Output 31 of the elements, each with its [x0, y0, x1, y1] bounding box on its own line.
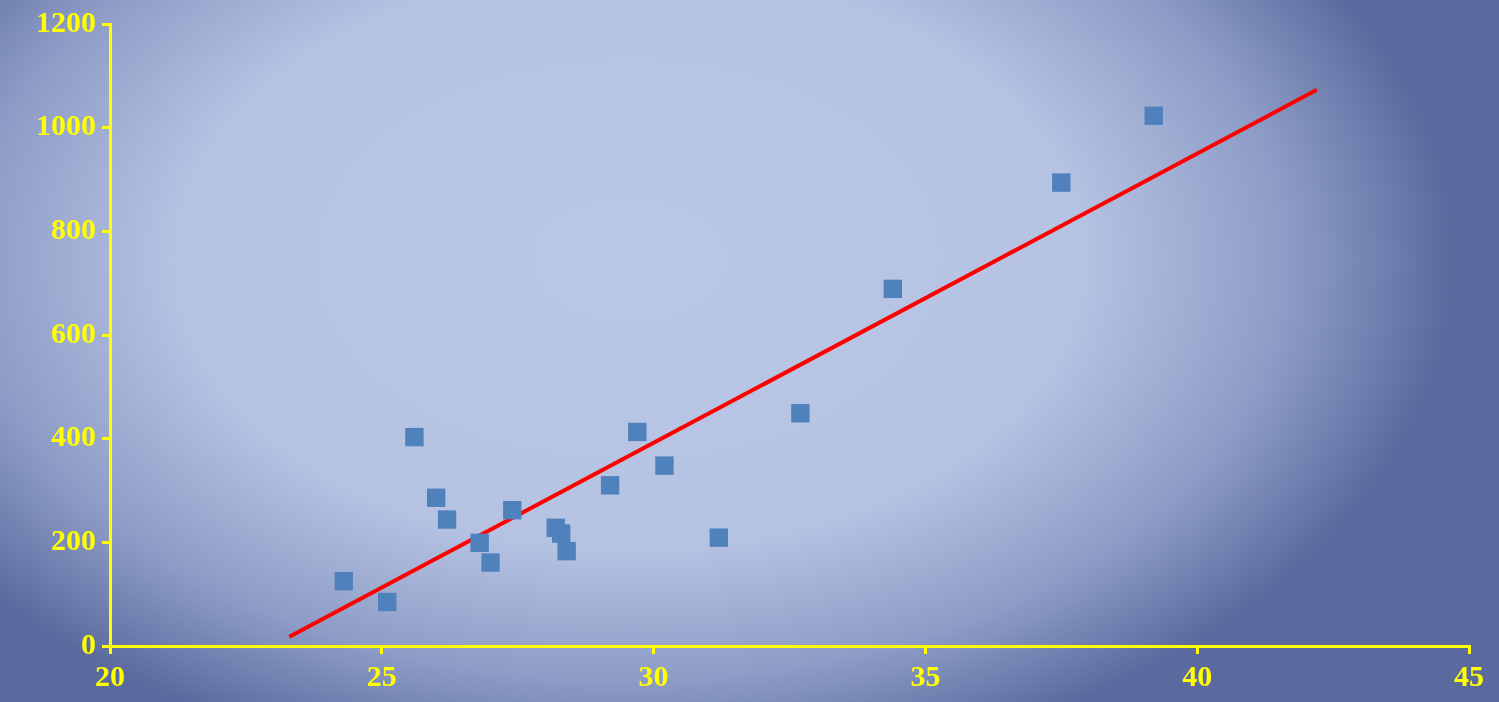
point: [628, 422, 647, 442]
point: [552, 524, 571, 543]
y-tick-label: 800: [51, 212, 96, 246]
x-tick-label: 20: [95, 658, 125, 692]
point: [1052, 173, 1071, 192]
point: [437, 510, 457, 529]
point: [655, 456, 674, 475]
point: [883, 279, 902, 299]
point: [470, 533, 489, 553]
y-tick-label: 1000: [36, 108, 96, 142]
point: [557, 541, 576, 561]
x-tick-label: 40: [1182, 658, 1213, 692]
point: [378, 592, 397, 612]
point: [709, 528, 729, 547]
point: [405, 427, 424, 447]
point: [481, 553, 500, 572]
point: [791, 404, 810, 423]
point: [503, 501, 522, 520]
y-tick-label: 0: [81, 626, 96, 660]
point: [600, 476, 620, 495]
point: [1144, 106, 1163, 125]
x-tick-label: 30: [638, 658, 669, 692]
x-tick-label: 35: [910, 658, 941, 692]
y-tick-label: 200: [51, 523, 96, 557]
x-tick-label: 45: [1454, 658, 1484, 692]
point: [426, 488, 446, 507]
point: [334, 572, 353, 591]
x-tick-label: 25: [366, 658, 397, 692]
y-tick-label: 400: [51, 419, 96, 453]
y-tick-label: 600: [51, 315, 96, 349]
y-tick-label: 1200: [36, 4, 96, 38]
